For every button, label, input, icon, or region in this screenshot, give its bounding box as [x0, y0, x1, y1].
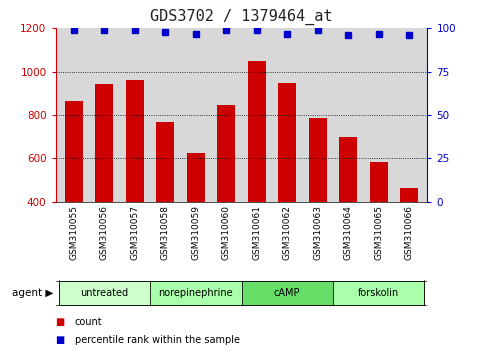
Text: agent ▶: agent ▶ — [12, 288, 53, 298]
Text: GSM310065: GSM310065 — [374, 205, 383, 261]
Text: GSM310055: GSM310055 — [70, 205, 78, 261]
Bar — [95, 84, 114, 202]
Text: percentile rank within the sample: percentile rank within the sample — [75, 335, 240, 345]
Text: cAMP: cAMP — [274, 288, 300, 298]
Bar — [248, 61, 266, 202]
Bar — [278, 82, 297, 202]
Bar — [369, 162, 388, 202]
Bar — [126, 80, 144, 202]
Text: GDS3702 / 1379464_at: GDS3702 / 1379464_at — [150, 9, 333, 25]
FancyBboxPatch shape — [333, 281, 425, 305]
Text: ■: ■ — [56, 335, 65, 345]
FancyBboxPatch shape — [150, 281, 242, 305]
Bar — [65, 101, 83, 202]
Text: GSM310061: GSM310061 — [252, 205, 261, 261]
Text: ■: ■ — [56, 317, 65, 327]
Text: GSM310063: GSM310063 — [313, 205, 322, 261]
Bar — [309, 118, 327, 202]
Text: GSM310060: GSM310060 — [222, 205, 231, 261]
Text: forskolin: forskolin — [358, 288, 399, 298]
Text: GSM310062: GSM310062 — [283, 205, 292, 261]
Bar — [217, 105, 235, 202]
Text: GSM310056: GSM310056 — [100, 205, 109, 261]
Bar — [400, 188, 418, 202]
Text: GSM310059: GSM310059 — [191, 205, 200, 261]
Text: untreated: untreated — [80, 288, 128, 298]
Text: norepinephrine: norepinephrine — [158, 288, 233, 298]
Bar — [186, 153, 205, 202]
FancyBboxPatch shape — [242, 281, 333, 305]
Bar — [156, 121, 174, 202]
Text: GSM310064: GSM310064 — [344, 205, 353, 261]
Text: GSM310058: GSM310058 — [161, 205, 170, 261]
Text: GSM310057: GSM310057 — [130, 205, 139, 261]
Bar — [339, 137, 357, 202]
FancyBboxPatch shape — [58, 281, 150, 305]
Text: count: count — [75, 317, 102, 327]
Text: GSM310066: GSM310066 — [405, 205, 413, 261]
